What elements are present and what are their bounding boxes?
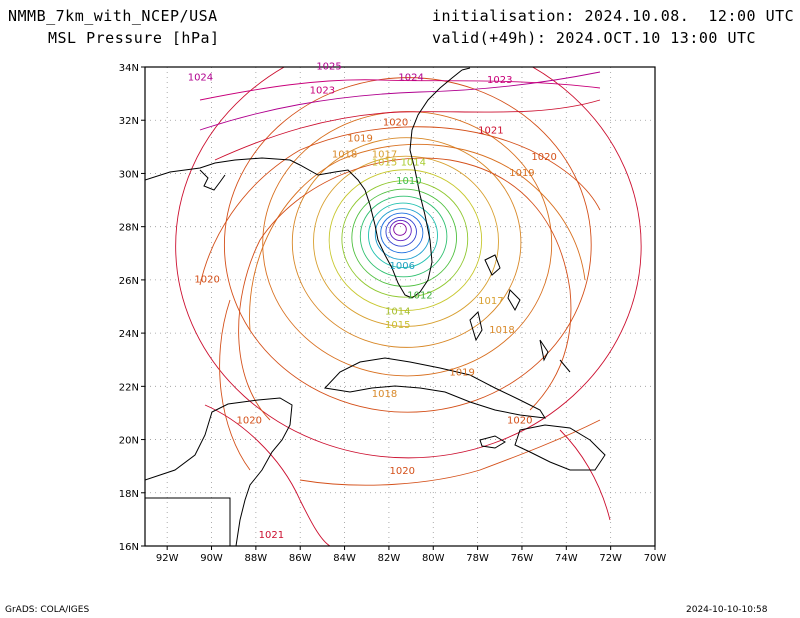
isobar-label: 1015 — [372, 157, 397, 168]
valid-time: valid(+49h): 2024.OCT.10 13:00 UTC — [432, 29, 757, 47]
isobar-label: 1014 — [401, 157, 426, 168]
lon-tick-label: 82W — [378, 553, 401, 564]
coastline-delta — [199, 169, 226, 191]
isobar-ring — [359, 195, 448, 278]
lon-tick-label: 70W — [644, 553, 667, 564]
isobar-line — [238, 157, 572, 421]
lon-tick-label: 80W — [422, 553, 445, 564]
isobar-label: 1020 — [236, 416, 261, 427]
isobar-label: 1021 — [259, 530, 284, 541]
isobar-line — [214, 99, 601, 161]
isobar-line — [249, 143, 586, 331]
isobar-ring — [313, 155, 499, 327]
contour-labels: 1025 1024 1024 1023 1023 1021 1020 1020 1019 1019… — [188, 62, 557, 541]
isobar-line — [199, 126, 601, 286]
coastline-cuba — [323, 357, 546, 419]
init-time: initialisation: 2024.10.08. 12:00 UTC — [432, 7, 795, 25]
isobar-ring — [368, 202, 438, 269]
isobar-label: 1020 — [531, 152, 556, 163]
latitude-labels: 34N 32N 30N 28N 26N 24N 22N 20N 18N 16N — [119, 63, 145, 553]
coastline-florida-east — [409, 69, 463, 299]
isobar-label: 1018 — [489, 325, 514, 336]
lon-tick-label: 88W — [245, 553, 268, 564]
isobar-label: 1019 — [449, 368, 474, 379]
lat-tick-label: 20N — [119, 436, 139, 447]
isobar-label: 1023 — [487, 75, 512, 86]
isobar-label: 1024 — [188, 72, 213, 83]
isobar-label: 1010 — [396, 176, 421, 187]
lon-tick-label: 72W — [599, 553, 622, 564]
credit-label: GrADS: COLA/IGES — [5, 605, 90, 615]
isobar-label: 1019 — [347, 134, 372, 145]
isobar-label: 1017 — [372, 149, 397, 160]
isobar-ring — [328, 169, 483, 311]
field-title: MSL Pressure [hPa] — [48, 29, 220, 47]
lon-tick-label: 74W — [555, 553, 578, 564]
coastline-jamaica — [479, 435, 506, 449]
map-frame — [144, 66, 656, 547]
lat-tick-label: 28N — [119, 223, 139, 234]
isobar-ring — [341, 180, 469, 298]
lon-tick-label: 92W — [156, 553, 179, 564]
lon-tick-label: 76W — [511, 553, 534, 564]
isobar-label: 1020 — [507, 416, 532, 427]
coastline-bahamas — [469, 254, 571, 373]
isobar-label: 1015 — [385, 320, 410, 331]
coastline-gulf — [145, 157, 413, 299]
isobar-ring — [223, 77, 592, 413]
isobar-label: 1020 — [383, 118, 408, 129]
lat-tick-label: 24N — [119, 329, 139, 340]
border-mexico — [145, 497, 231, 546]
lat-tick-label: 30N — [119, 169, 139, 180]
lat-tick-label: 22N — [119, 382, 139, 393]
lat-tick-label: 16N — [119, 542, 139, 553]
isobar-line — [219, 299, 251, 471]
timestamp-label: 2024-10-10-10:58 — [686, 605, 768, 615]
isobar-ring — [393, 222, 407, 236]
isobar-label: 1020 — [194, 275, 219, 286]
longitude-labels: 92W 90W 88W 86W 84W 82W 80W 78W 76W 74W 72W 70W — [156, 546, 667, 564]
isobar-ring — [291, 137, 522, 348]
isobar-line — [199, 79, 601, 101]
coastline-south-carolina — [461, 67, 471, 71]
coastline-hispaniola — [514, 424, 606, 471]
isobar-ring — [389, 219, 412, 242]
lon-tick-label: 78W — [466, 553, 489, 564]
isobar-label: 1024 — [398, 72, 423, 83]
isobar-label: 1023 — [310, 86, 335, 97]
isobar-line — [559, 429, 611, 521]
lat-tick-label: 34N — [119, 63, 139, 74]
isobar-label: 1017 — [478, 296, 503, 307]
isobar-label: 1020 — [389, 466, 414, 477]
lat-tick-label: 32N — [119, 116, 139, 127]
isobar-line — [299, 419, 601, 486]
isobar-label: 1018 — [332, 149, 357, 160]
isobar-ring — [351, 188, 458, 287]
isobar-label: 1014 — [385, 306, 410, 317]
coastline-yucatan — [145, 397, 293, 546]
lon-tick-label: 84W — [333, 553, 356, 564]
lon-tick-label: 90W — [200, 553, 223, 564]
lat-tick-label: 18N — [119, 489, 139, 500]
isobar-label: 1018 — [372, 389, 397, 400]
isobar-label: 1021 — [478, 126, 503, 137]
isobar-contours — [175, 67, 642, 546]
lat-tick-label: 26N — [119, 276, 139, 287]
isobar-ring — [380, 212, 424, 254]
isobar-label: 1025 — [316, 62, 341, 73]
isobar-line — [199, 71, 601, 131]
coastlines — [145, 67, 606, 546]
isobar-ring — [175, 67, 642, 459]
isobar-label: 1019 — [509, 168, 534, 179]
isobar-label: 1012 — [407, 291, 432, 302]
lon-tick-label: 86W — [289, 553, 312, 564]
isobar-ring — [262, 111, 553, 377]
isobar-ring — [374, 208, 430, 261]
isobar-label: 1006 — [389, 261, 414, 272]
isobar-ring — [385, 216, 417, 247]
isobar-line — [204, 404, 331, 546]
model-title: NMMB_7km_with_NCEP/USA — [8, 7, 218, 25]
